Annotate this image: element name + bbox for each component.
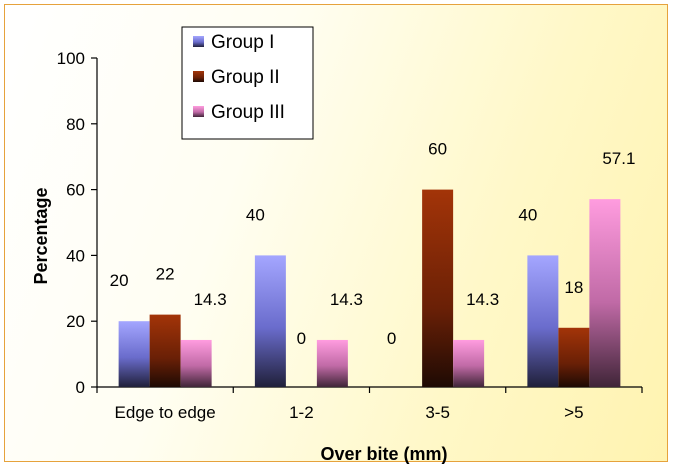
legend-swatch (193, 106, 204, 117)
data-label: 40 (246, 205, 265, 224)
bar (149, 314, 181, 387)
x-tick-label: 3-5 (425, 403, 450, 422)
data-label: 0 (387, 329, 396, 348)
y-tick-label: 40 (66, 246, 85, 265)
data-label: 20 (110, 271, 129, 290)
bar (527, 255, 559, 387)
bar (254, 255, 286, 387)
data-label: 14.3 (466, 290, 499, 309)
y-axis-title: Percentage (31, 187, 51, 284)
y-tick-label: 0 (76, 378, 85, 397)
data-label: 60 (428, 140, 447, 159)
x-tick-label: 1-2 (289, 403, 314, 422)
y-tick-label: 60 (66, 181, 85, 200)
bar (589, 199, 621, 387)
x-tick-label: Edge to edge (115, 403, 216, 422)
data-label: 18 (564, 278, 583, 297)
legend-swatch (193, 36, 204, 47)
bar (453, 339, 485, 387)
bar (316, 339, 348, 387)
y-tick-label: 80 (66, 115, 85, 134)
legend-swatch (193, 71, 204, 82)
data-label: 57.1 (602, 149, 635, 168)
y-tick-label: 100 (57, 49, 85, 68)
legend-label: Group II (211, 67, 280, 88)
x-tick-label: >5 (564, 403, 583, 422)
data-label: 40 (518, 205, 537, 224)
bar (180, 339, 212, 387)
x-axis-title: Over bite (mm) (320, 444, 447, 464)
legend: Group I Group II Group III (181, 26, 314, 140)
bar (118, 321, 150, 387)
legend-label: Group I (211, 32, 274, 53)
y-tick-label: 20 (66, 312, 85, 331)
data-label: 22 (156, 265, 175, 284)
data-label: 14.3 (194, 290, 227, 309)
data-label: 14.3 (330, 290, 363, 309)
bar (422, 189, 454, 387)
legend-label: Group III (211, 102, 285, 123)
bar (558, 327, 590, 387)
data-label: 0 (297, 329, 306, 348)
